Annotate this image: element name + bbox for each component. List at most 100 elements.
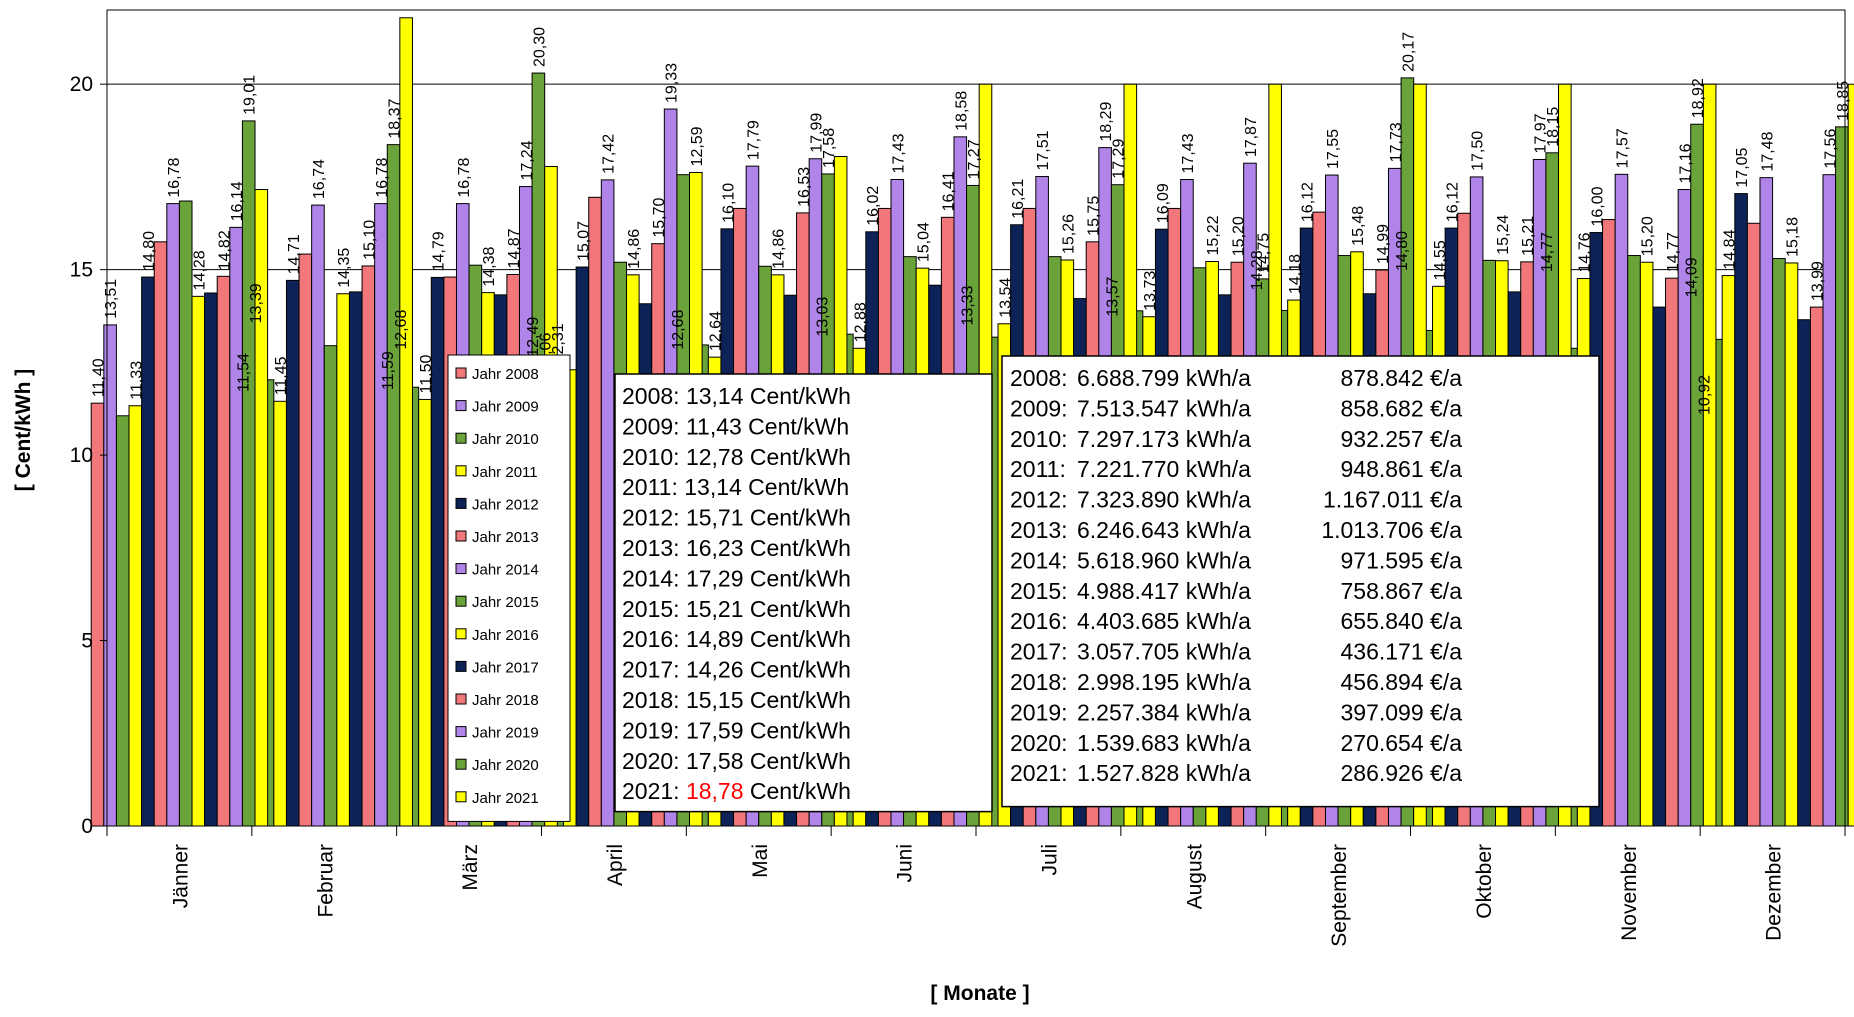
consumption-year: 2013:: [1010, 517, 1068, 543]
consumption-kwh: 1.539.683 kWh/a: [1077, 730, 1251, 756]
price-line: 2010: 12,78 Cent/kWh: [622, 444, 851, 470]
legend-swatch: [455, 628, 467, 640]
data-label: 16,12: [1300, 182, 1317, 222]
data-label: 16,53: [796, 167, 813, 207]
price-line: 2012: 15,71 Cent/kWh: [622, 505, 851, 531]
consumption-eur: 858.682 €/a: [1340, 395, 1462, 421]
data-label: 17,42: [601, 134, 618, 174]
data-label: 16,12: [1444, 182, 1461, 222]
bar: [323, 345, 338, 827]
data-label: 17,16: [1677, 143, 1694, 183]
data-label: 19,33: [664, 63, 681, 103]
bar: [1772, 258, 1786, 827]
data-label: 14,38: [481, 246, 498, 286]
x-axis-title: [ Monate ]: [930, 982, 1029, 1005]
consumption-year: 2014:: [1010, 547, 1068, 573]
data-label: 16,74: [311, 159, 328, 199]
consumption-eur: 948.861 €/a: [1340, 456, 1462, 482]
bar: [1759, 177, 1774, 827]
bar: [374, 203, 388, 827]
consumption-eur: 878.842 €/a: [1340, 365, 1462, 391]
bar: [1797, 319, 1811, 827]
bar: [141, 276, 155, 827]
data-label: 15,10: [361, 220, 378, 260]
bar: [311, 204, 325, 827]
legend-entry: Jahr 2008: [472, 366, 539, 383]
bar: [1665, 277, 1679, 827]
data-label: 18,37: [387, 98, 404, 138]
consumption-kwh: 5.618.960 kWh/a: [1077, 547, 1251, 573]
legend-entry: Jahr 2018: [472, 692, 539, 709]
consumption-year: 2019:: [1010, 699, 1068, 725]
data-label: 16,21: [1010, 179, 1027, 219]
data-label: 18,92: [1690, 78, 1707, 118]
price-line: 2016: 14,89 Cent/kWh: [622, 626, 851, 652]
data-label: 15,70: [651, 198, 668, 238]
data-label: 17,87: [1243, 117, 1260, 157]
consumption-box-frame: [1001, 355, 1600, 808]
data-label: 13,39: [248, 283, 265, 323]
bar: [1835, 126, 1849, 827]
consumption-year: 2016:: [1010, 608, 1068, 634]
bar: [1639, 261, 1654, 827]
consumption-year: 2015:: [1010, 578, 1068, 604]
bar: [1702, 83, 1717, 827]
data-label: 16,14: [229, 181, 246, 221]
data-label: 16,78: [166, 157, 183, 197]
bar: [386, 144, 401, 827]
data-label: 15,20: [1230, 216, 1247, 256]
consumption-kwh: 1.527.828 kWh/a: [1077, 760, 1251, 786]
bar: [1784, 262, 1799, 827]
data-label: 17,73: [1388, 122, 1405, 162]
data-label: 17,55: [1325, 129, 1342, 169]
price-annotation-box: 2008: 13,14 Cent/kWh 2009: 11,43 Cent/kWh…: [614, 373, 993, 813]
x-tick-label: April: [604, 844, 627, 886]
data-label: 13,54: [997, 278, 1014, 318]
data-label: 12,59: [689, 126, 706, 166]
bar: [241, 120, 256, 827]
data-label: 17,27: [966, 139, 983, 179]
data-label: 12,64: [708, 311, 725, 351]
data-label: 14,75: [1256, 233, 1273, 273]
y-axis-title: [ Cent/kWh ]: [12, 369, 35, 491]
x-tick-label: November: [1618, 844, 1641, 941]
consumption-year: 2009:: [1010, 395, 1068, 421]
price-box-frame: [614, 373, 993, 813]
legend-entry: Jahr 2013: [472, 529, 539, 546]
consumption-eur: 1.013.706 €/a: [1321, 517, 1462, 543]
legend-entry: Jahr 2011: [472, 464, 538, 481]
consumption-eur: 758.867 €/a: [1340, 578, 1462, 604]
data-label: 14,84: [1721, 229, 1738, 269]
data-label: 17,48: [1759, 132, 1776, 172]
data-label: 17,57: [1614, 128, 1631, 168]
consumption-kwh: 6.688.799 kWh/a: [1077, 365, 1251, 391]
consumption-eur: 286.926 €/a: [1340, 760, 1462, 786]
bar: [1627, 255, 1641, 827]
x-tick-label: August: [1183, 844, 1206, 910]
bar: [1746, 222, 1761, 827]
bar: [1734, 193, 1748, 827]
data-label: 14,71: [286, 234, 303, 274]
data-label: 16,02: [865, 186, 882, 226]
price-line: 2019: 17,59 Cent/kWh: [622, 717, 851, 743]
consumption-kwh: 7.297.173 kWh/a: [1077, 426, 1251, 452]
bar: [166, 203, 180, 827]
consumption-kwh: 7.513.547 kWh/a: [1077, 395, 1251, 421]
legend-swatch: [455, 367, 467, 379]
data-label: 13,03: [815, 297, 832, 337]
data-label: 12,68: [393, 310, 410, 350]
legend: Jahr 2008 Jahr 2009 Jahr 2010 Jahr 2011 Jahr…: [447, 354, 571, 822]
price-line: 2011: 13,14 Cent/kWh: [622, 474, 849, 500]
price-line: 2014: 17,29 Cent/kWh: [622, 565, 851, 591]
data-label: 11,45: [273, 356, 290, 395]
data-label: 15,26: [1060, 214, 1077, 254]
bar: [418, 398, 432, 827]
data-label: 13,33: [960, 285, 977, 325]
data-label: 14,99: [1375, 224, 1392, 264]
consumption-kwh: 4.403.685 kWh/a: [1077, 608, 1251, 634]
bar: [216, 275, 231, 827]
data-label: 11,54: [235, 353, 252, 392]
data-label: 17,24: [519, 140, 536, 180]
bar: [153, 241, 168, 827]
data-label: 14,28: [191, 250, 208, 290]
